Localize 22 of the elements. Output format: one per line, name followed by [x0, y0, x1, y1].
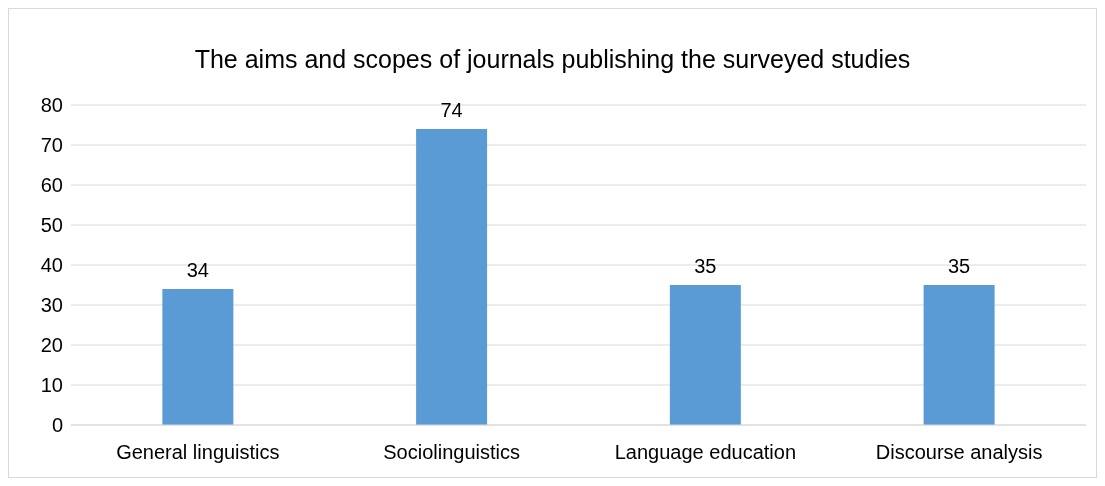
y-tick-label: 50 [40, 214, 63, 237]
x-tick-label: General linguistics [116, 441, 280, 464]
bar [162, 289, 234, 425]
x-tick-label: Discourse analysis [875, 441, 1043, 464]
x-tick-label: Sociolinguistics [383, 441, 520, 464]
bar [416, 129, 488, 425]
y-tick-label: 70 [40, 134, 63, 157]
data-label: 74 [440, 99, 463, 121]
chart-title: The aims and scopes of journals publishing the surveyed studies [193, 45, 912, 74]
y-tick-label: 30 [40, 294, 63, 317]
y-tick-label: 10 [40, 374, 63, 397]
x-tick-label: Language education [614, 441, 797, 464]
y-tick-label: 20 [40, 334, 63, 357]
y-tick-label: 40 [40, 254, 63, 277]
data-label: 35 [694, 255, 717, 277]
data-label: 35 [947, 255, 971, 277]
y-tick-label: 60 [40, 174, 63, 197]
y-tick-label: 0 [51, 414, 63, 437]
bar [669, 285, 741, 425]
y-tick-label: 80 [40, 94, 63, 117]
data-label: 34 [186, 259, 209, 281]
bar [923, 285, 995, 425]
